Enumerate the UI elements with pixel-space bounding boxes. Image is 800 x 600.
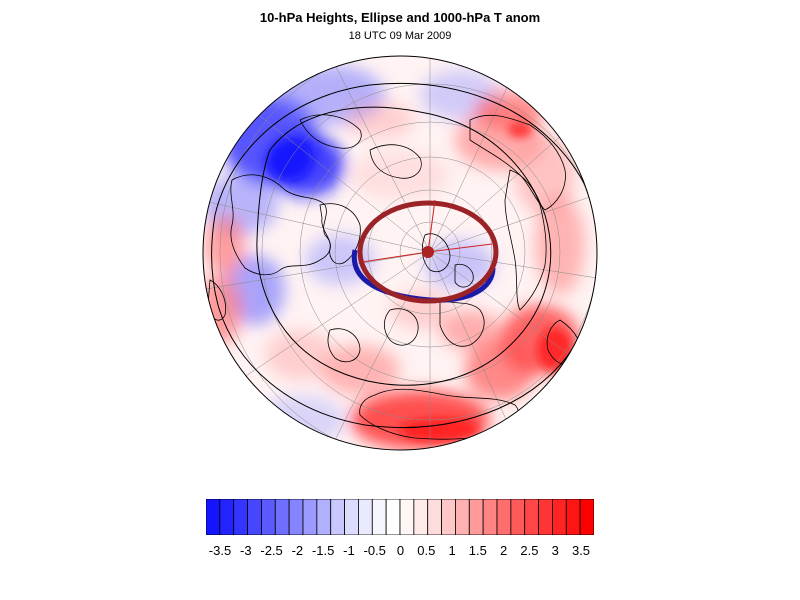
ellipse-minor-axis: [427, 199, 436, 253]
chart-subtitle: 18 UTC 09 Mar 2009: [348, 30, 452, 42]
colorbar-swatch: [358, 499, 373, 535]
colorbar-swatch: [468, 499, 484, 535]
colorbar-tick-label: -2: [291, 543, 304, 558]
colorbar-swatch: [579, 499, 594, 535]
ellipse-major-axis-2: [427, 243, 493, 253]
colorbar-swatch: [302, 499, 318, 535]
colorbar-tick-label: 2.5: [520, 543, 539, 558]
colorbar-swatch: [455, 499, 470, 535]
colorbar-tick-label: 2: [500, 543, 508, 558]
colorbar-swatch: [413, 499, 429, 535]
colorbar-swatch: [552, 499, 567, 535]
colorbar-swatch: [399, 499, 415, 535]
colorbar-tick-label: 1: [448, 543, 456, 558]
colorbar-swatch: [233, 499, 248, 535]
colorbar-swatch: [247, 499, 262, 535]
ellipse-center-dot: [422, 246, 434, 258]
chart-title: 10-hPa Heights, Ellipse and 1000-hPa T a…: [259, 10, 541, 25]
colorbar-swatch: [482, 499, 498, 535]
colorbar-swatch: [441, 499, 456, 535]
colorbar-swatch: [330, 499, 345, 535]
colorbar-swatch: [219, 499, 235, 535]
colorbar-tick-label: -3: [240, 543, 252, 558]
ellipse-outline: [357, 200, 499, 304]
colorbar-tick-label: -0.5: [363, 543, 386, 558]
colorbar-tick-label: 3.5: [571, 543, 591, 558]
colorbar-swatch: [427, 499, 442, 535]
colorbar-tick-label: -3.5: [208, 543, 232, 558]
map-disc: [203, 56, 597, 450]
colorbar-swatch: [524, 499, 539, 535]
colorbar-swatch: [316, 499, 332, 535]
colorbar-swatch: [371, 499, 387, 535]
map-border: [202, 55, 598, 451]
colorbar-swatch: [496, 499, 512, 535]
colorbar-tick-label: 0.5: [417, 543, 436, 558]
colorbar-swatch: [206, 499, 221, 535]
colorbar-swatch: [510, 499, 526, 535]
colorbar-swatch: [288, 499, 304, 535]
colorbar: [206, 499, 594, 535]
colorbar-tick-label: 3: [551, 543, 559, 558]
colorbar-tick-label: -1: [343, 543, 355, 558]
vortex-ellipse: [351, 199, 499, 304]
colorbar-swatch: [565, 499, 581, 535]
colorbar-swatch: [261, 499, 276, 535]
colorbar-tick-label: -2.5: [260, 543, 283, 558]
colorbar-tick-label: 1.5: [468, 543, 487, 558]
colorbar-swatch: [344, 499, 359, 535]
colorbar-tick-label: -1.5: [311, 543, 335, 558]
colorbar-tick-label: 0: [396, 543, 405, 558]
colorbar-swatch: [538, 499, 553, 535]
colorbar-swatch: [274, 499, 290, 535]
colorbar-swatch: [385, 499, 401, 535]
ellipse-major-axis: [361, 251, 429, 263]
